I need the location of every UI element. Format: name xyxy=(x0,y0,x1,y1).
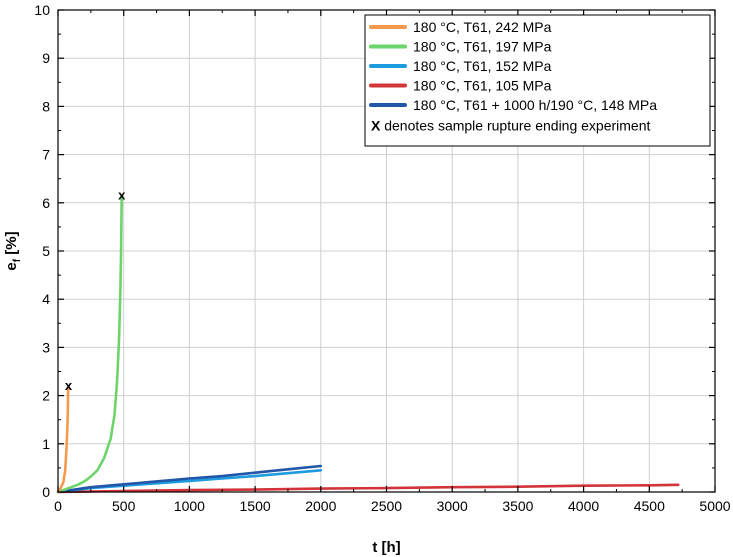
series-line xyxy=(56,387,70,494)
series-group xyxy=(56,196,680,494)
legend-box xyxy=(364,14,711,147)
legend: 180 °C, T61, 242 MPa 180 °C, T61, 197 MPa… xyxy=(364,14,711,147)
y-tick-label: 2 xyxy=(42,388,50,404)
legend-label: 180 °C, T61, 152 MPa xyxy=(413,58,552,74)
rupture-marker: x xyxy=(118,188,126,203)
series-line xyxy=(56,464,323,494)
legend-label: 180 °C, T61, 105 MPa xyxy=(413,78,552,94)
ticks-group xyxy=(57,9,716,493)
y-axis-label-main: e xyxy=(3,262,20,270)
series-line xyxy=(56,483,680,494)
y-tick-label: 9 xyxy=(42,50,50,66)
x-axis-label: t [h] xyxy=(372,539,400,556)
x-tick-label: 4500 xyxy=(634,498,665,514)
legend-note-marker: X xyxy=(371,118,381,134)
x-tick-label: 500 xyxy=(112,498,136,514)
legend-label: 180 °C, T61, 242 MPa xyxy=(413,19,552,35)
x-tick-label: 2500 xyxy=(371,498,402,514)
x-tick-label: 1000 xyxy=(174,498,205,514)
x-tick-label: 3000 xyxy=(437,498,468,514)
y-tick-label: 7 xyxy=(42,147,50,163)
x-tick-label: 2000 xyxy=(305,498,336,514)
annotation-group: xx xyxy=(65,188,126,393)
y-tick-label: 5 xyxy=(42,243,50,259)
y-tick-label: 10 xyxy=(34,2,50,18)
x-tick-label: 3500 xyxy=(502,498,533,514)
x-tick-label: 0 xyxy=(54,498,62,514)
legend-note-text: denotes sample rupture ending experiment xyxy=(380,118,650,134)
legend-note: X denotes sample rupture ending experime… xyxy=(371,118,651,134)
y-tick-label: 8 xyxy=(42,98,50,114)
rupture-marker: x xyxy=(65,378,73,393)
legend-label: 180 °C, T61 + 1000 h/190 °C, 148 MPa xyxy=(413,97,657,113)
legend-label: 180 °C, T61, 197 MPa xyxy=(413,39,552,55)
y-tick-label: 1 xyxy=(42,436,50,452)
x-tick-label: 4000 xyxy=(568,498,599,514)
x-tick-labels: 0 500 1000 1500 2000 2500 3000 3500 4000 4500 5000 xyxy=(54,498,731,514)
series-line xyxy=(56,196,123,494)
y-axis-label-unit: [%] xyxy=(3,231,20,259)
y-tick-label: 3 xyxy=(42,339,50,355)
x-tick-label: 1500 xyxy=(240,498,271,514)
y-axis-label: ef [%] xyxy=(3,231,23,270)
y-tick-label: 6 xyxy=(42,195,50,211)
y-axis-label-subscript: f xyxy=(12,258,23,262)
y-tick-label: 0 xyxy=(42,484,50,500)
y-tick-label: 4 xyxy=(42,291,50,307)
x-tick-label: 5000 xyxy=(699,498,730,514)
y-tick-labels: 0 1 2 3 4 5 6 7 8 9 10 xyxy=(34,2,50,500)
legend-items: 180 °C, T61, 242 MPa 180 °C, T61, 197 MPa… xyxy=(369,19,657,113)
